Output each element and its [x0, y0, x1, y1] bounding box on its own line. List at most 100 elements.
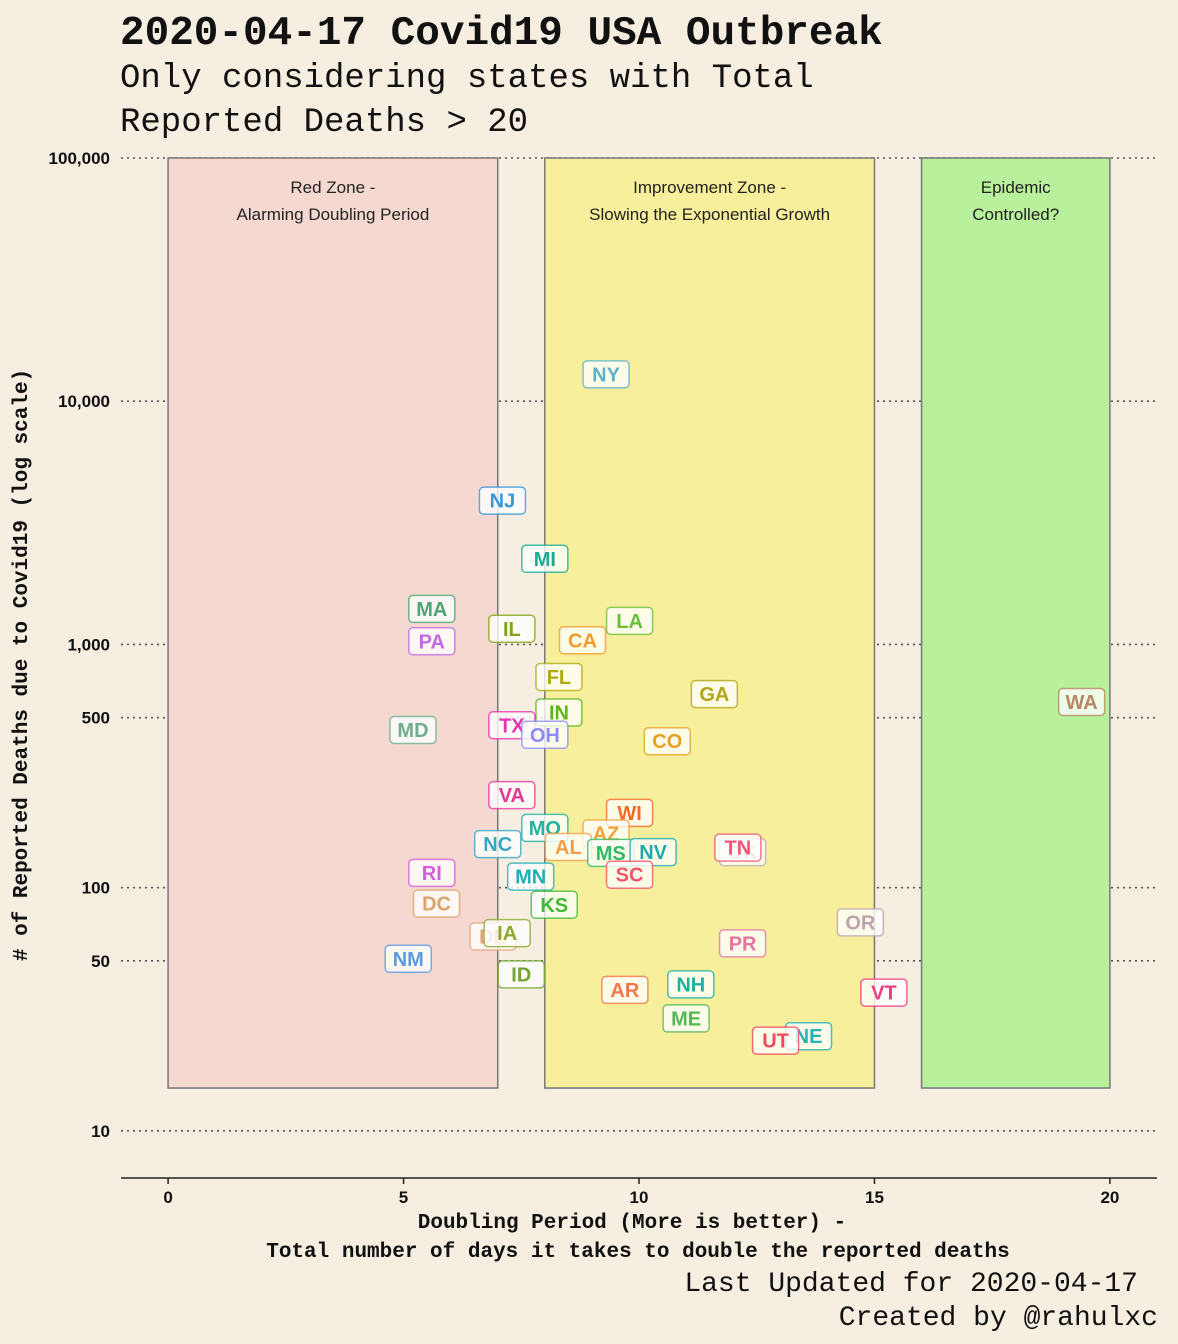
x-axis-label-line-2: Total number of days it takes to double … — [266, 1241, 1010, 1264]
caption-line-2: Created by @rahulxc — [839, 1303, 1158, 1334]
y-tick-label: 500 — [82, 709, 110, 728]
x-tick-label: 15 — [865, 1188, 884, 1207]
point-label-box — [535, 662, 583, 692]
point-label: WA — [1066, 692, 1098, 714]
point-label-box — [601, 975, 649, 1005]
zones: Red Zone - Alarming Doubling Period Improv… — [167, 157, 1111, 1089]
point-label: NM — [393, 949, 424, 971]
point-label-box — [408, 594, 456, 624]
point-label: NV — [639, 842, 667, 864]
point-ri: RI — [408, 858, 456, 888]
point-or: OR — [836, 908, 885, 937]
point-label: NJ — [490, 491, 516, 513]
x-tick-label: 20 — [1100, 1188, 1119, 1207]
point-label: OH — [530, 725, 560, 747]
point-wa: WA — [1057, 687, 1106, 717]
caption-line-1: Last Updated for 2020-04-17 — [684, 1269, 1138, 1300]
point-label-box — [605, 606, 654, 636]
zone-rect — [544, 157, 876, 1089]
point-me: ME — [662, 1004, 710, 1033]
point-nj: NJ — [478, 486, 527, 515]
point-label: IN — [549, 702, 569, 724]
point-label: GA — [699, 684, 729, 706]
point-label: OR — [845, 912, 876, 934]
point-label: UT — [762, 1031, 789, 1053]
point-label: ME — [671, 1008, 701, 1030]
y-tick-label: 100 — [82, 879, 110, 898]
point-label: CO — [652, 731, 682, 753]
point-label-box — [384, 944, 433, 974]
point-md: MD — [389, 715, 437, 745]
point-tn: TN — [714, 833, 762, 862]
point-pr: PR — [718, 929, 767, 958]
point-label: RI — [422, 863, 442, 885]
point-la: LA — [605, 606, 654, 636]
point-label: AL — [555, 837, 582, 859]
zone-label: Alarming Doubling Period — [237, 205, 430, 224]
point-label-box — [408, 627, 456, 656]
point-label-box — [751, 1026, 800, 1055]
y-tick-label: 10,000 — [58, 392, 110, 411]
y-tick-label: 100,000 — [49, 149, 110, 168]
point-label: MA — [416, 599, 447, 621]
point-label: AR — [610, 980, 639, 1002]
point-oh: OH — [521, 720, 569, 750]
point-label-box — [497, 960, 546, 989]
zone-label: Controlled? — [972, 205, 1059, 224]
point-label: CA — [568, 630, 597, 652]
x-axis-label-line-1: Doubling Period (More is better) - — [418, 1212, 846, 1235]
point-label-box — [718, 929, 767, 958]
y-axis-label: # of Reported Deaths due to Covid19 (log… — [11, 369, 34, 961]
y-axis: 10 50 100 500 1,000 10,000 100,000 — [49, 149, 110, 1141]
x-tick-label: 10 — [630, 1188, 649, 1207]
point-nh: NH — [667, 970, 715, 999]
point-label-box — [667, 970, 715, 999]
chart-title: 2020-04-17 Covid19 USA Outbreak — [120, 11, 883, 57]
point-label: VA — [499, 785, 525, 807]
point-ny: NY — [582, 360, 630, 389]
point-ga: GA — [690, 679, 739, 709]
chart-subtitle-line-1: Only considering states with Total — [120, 60, 814, 98]
point-sc: SC — [605, 860, 654, 889]
point-ia: IA — [483, 918, 531, 948]
zone-label: Improvement Zone - — [633, 178, 786, 197]
point-label: TX — [499, 715, 525, 737]
point-label-box — [473, 829, 522, 859]
point-dc: DC — [412, 889, 461, 918]
point-mn: MN — [506, 862, 555, 891]
point-label-box — [530, 890, 578, 920]
point-label-box — [478, 486, 527, 515]
point-label-box — [860, 978, 908, 1007]
point-label-box — [488, 614, 536, 644]
point-label-box — [488, 780, 536, 810]
point-vt: VT — [860, 978, 908, 1007]
point-ms: MS — [586, 838, 635, 868]
y-tick-label: 10 — [91, 1122, 110, 1141]
point-label-box — [690, 679, 739, 709]
point-mi: MI — [521, 544, 569, 574]
point-label: NE — [795, 1026, 823, 1048]
point-label-box — [558, 626, 607, 655]
point-label-box — [1057, 687, 1106, 717]
point-label: MI — [534, 549, 556, 571]
zone-label: Slowing the Exponential Growth — [589, 205, 830, 224]
point-label-box — [412, 889, 461, 918]
point-id: ID — [497, 960, 546, 989]
point-co: CO — [643, 726, 692, 756]
point-ar: AR — [601, 975, 649, 1005]
zone-label: Red Zone - — [290, 178, 375, 197]
point-label: ID — [511, 964, 531, 986]
zone-rect — [920, 157, 1111, 1089]
zone-label: Epidemic — [981, 178, 1051, 197]
point-label: DC — [422, 894, 451, 916]
point-ks: KS — [530, 890, 578, 920]
point-pa: PA — [408, 627, 456, 656]
point-label: LA — [616, 611, 643, 633]
point-va: VA — [488, 780, 536, 810]
point-ma: MA — [408, 594, 456, 624]
point-al: AL — [544, 832, 593, 862]
y-tick-label: 50 — [91, 952, 110, 971]
point-il: IL — [488, 614, 536, 644]
point-label-box — [389, 715, 437, 745]
